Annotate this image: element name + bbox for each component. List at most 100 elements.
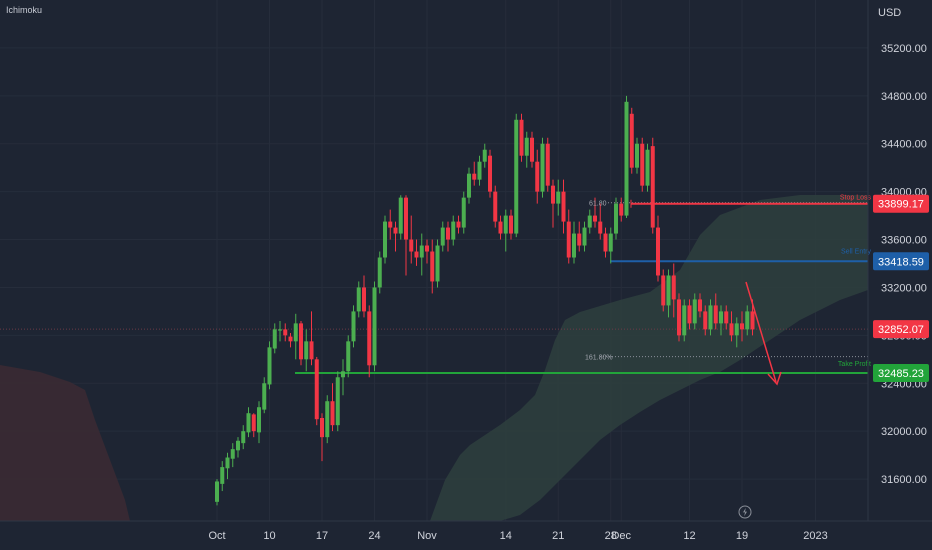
candle-body xyxy=(335,377,340,426)
candle-body xyxy=(267,347,272,385)
fib-618-text: 61.80 xyxy=(589,201,607,208)
candle xyxy=(645,143,650,192)
candle xyxy=(608,227,613,264)
last-price-badge-text: 32852.07 xyxy=(878,324,924,336)
candle xyxy=(561,179,566,234)
x-tick-label: 24 xyxy=(368,530,380,542)
price-axis[interactable]: 35200.0034800.0034400.0034000.0033600.00… xyxy=(873,43,929,486)
candle-body xyxy=(745,311,750,330)
stop-loss-price-badge-text: 33899.17 xyxy=(878,199,924,211)
y-tick-label: 32000.00 xyxy=(881,426,927,438)
candle xyxy=(572,221,576,264)
candle xyxy=(519,113,524,162)
candle xyxy=(314,356,319,426)
candle-body xyxy=(493,191,498,222)
candle-body xyxy=(524,137,529,156)
candle xyxy=(708,299,713,336)
candle xyxy=(451,215,456,246)
candle xyxy=(551,179,555,228)
fib-1618-text: 161.80% xyxy=(585,355,613,362)
level-layer xyxy=(0,199,868,375)
candle xyxy=(719,305,723,336)
candle-body xyxy=(257,407,261,433)
currency-label: USD xyxy=(878,7,901,19)
x-tick-label: 14 xyxy=(500,530,512,542)
candle-body xyxy=(551,185,555,204)
candle-body xyxy=(598,221,603,234)
candle-body xyxy=(283,329,288,336)
candle xyxy=(745,305,750,336)
candle xyxy=(493,185,498,228)
candle xyxy=(220,461,225,492)
candle-body xyxy=(362,287,366,312)
candle-body xyxy=(750,311,755,330)
y-tick-label: 35200.00 xyxy=(881,43,927,55)
candle xyxy=(372,281,377,372)
candle xyxy=(577,221,582,252)
candle-body xyxy=(472,173,477,180)
candle xyxy=(446,221,450,252)
candle-body xyxy=(262,383,267,410)
candle xyxy=(283,323,288,342)
cloud-red-area xyxy=(0,365,130,521)
candle xyxy=(629,107,634,174)
replay-icon[interactable] xyxy=(738,505,752,519)
candle xyxy=(614,197,618,240)
candle xyxy=(729,311,734,342)
candle-body xyxy=(587,215,592,228)
take-profit-price-badge[interactable]: 32485.23 xyxy=(873,364,929,383)
candle-body xyxy=(482,149,487,162)
take-profit-text: Take Profit xyxy=(838,361,871,368)
candle-body xyxy=(419,245,424,258)
candle-body xyxy=(446,227,450,240)
candle-body xyxy=(278,329,282,331)
candle xyxy=(524,131,529,168)
candle xyxy=(309,311,314,366)
candle xyxy=(734,317,739,348)
candle-body xyxy=(372,287,377,366)
candle xyxy=(335,371,340,432)
candle xyxy=(430,239,435,294)
candle-body xyxy=(635,143,639,168)
last-price-badge[interactable]: 32852.07 xyxy=(873,320,929,339)
candle-body xyxy=(325,401,330,438)
candle-body xyxy=(514,119,519,234)
candle-body xyxy=(388,221,393,228)
candle-body xyxy=(619,203,624,216)
candle xyxy=(656,215,660,282)
candle-body xyxy=(314,359,319,420)
candle-body xyxy=(220,467,225,484)
candle xyxy=(472,161,477,186)
candle xyxy=(272,323,277,354)
candle-body xyxy=(671,275,676,300)
candle-body xyxy=(230,449,235,459)
candle-body xyxy=(724,311,729,324)
candle-body xyxy=(346,341,351,372)
candle-body xyxy=(414,251,419,258)
y-tick-label: 33200.00 xyxy=(881,282,927,294)
candle xyxy=(404,195,408,276)
candle-body xyxy=(687,305,692,324)
sell-entry-price-badge-bg xyxy=(873,252,929,271)
take-profit-price-badge-bg xyxy=(873,364,929,383)
candle-body xyxy=(603,233,608,252)
candle-body xyxy=(304,341,309,360)
candle xyxy=(425,239,429,264)
sell-entry-price-badge[interactable]: 33418.59 xyxy=(873,252,929,271)
candle-body xyxy=(740,323,744,330)
candle-body xyxy=(435,245,440,282)
sell-entry-price-badge-text: 33418.59 xyxy=(878,256,924,268)
candle xyxy=(236,437,240,458)
candle xyxy=(593,197,597,228)
candle-body xyxy=(288,336,293,342)
candle xyxy=(215,479,219,506)
candle-body xyxy=(629,113,634,168)
candle xyxy=(545,137,550,192)
candle xyxy=(703,305,708,336)
candle xyxy=(367,305,372,378)
candle-body xyxy=(535,161,540,192)
candle-body xyxy=(734,323,739,336)
stop-loss-price-badge[interactable]: 33899.17 xyxy=(873,194,929,213)
